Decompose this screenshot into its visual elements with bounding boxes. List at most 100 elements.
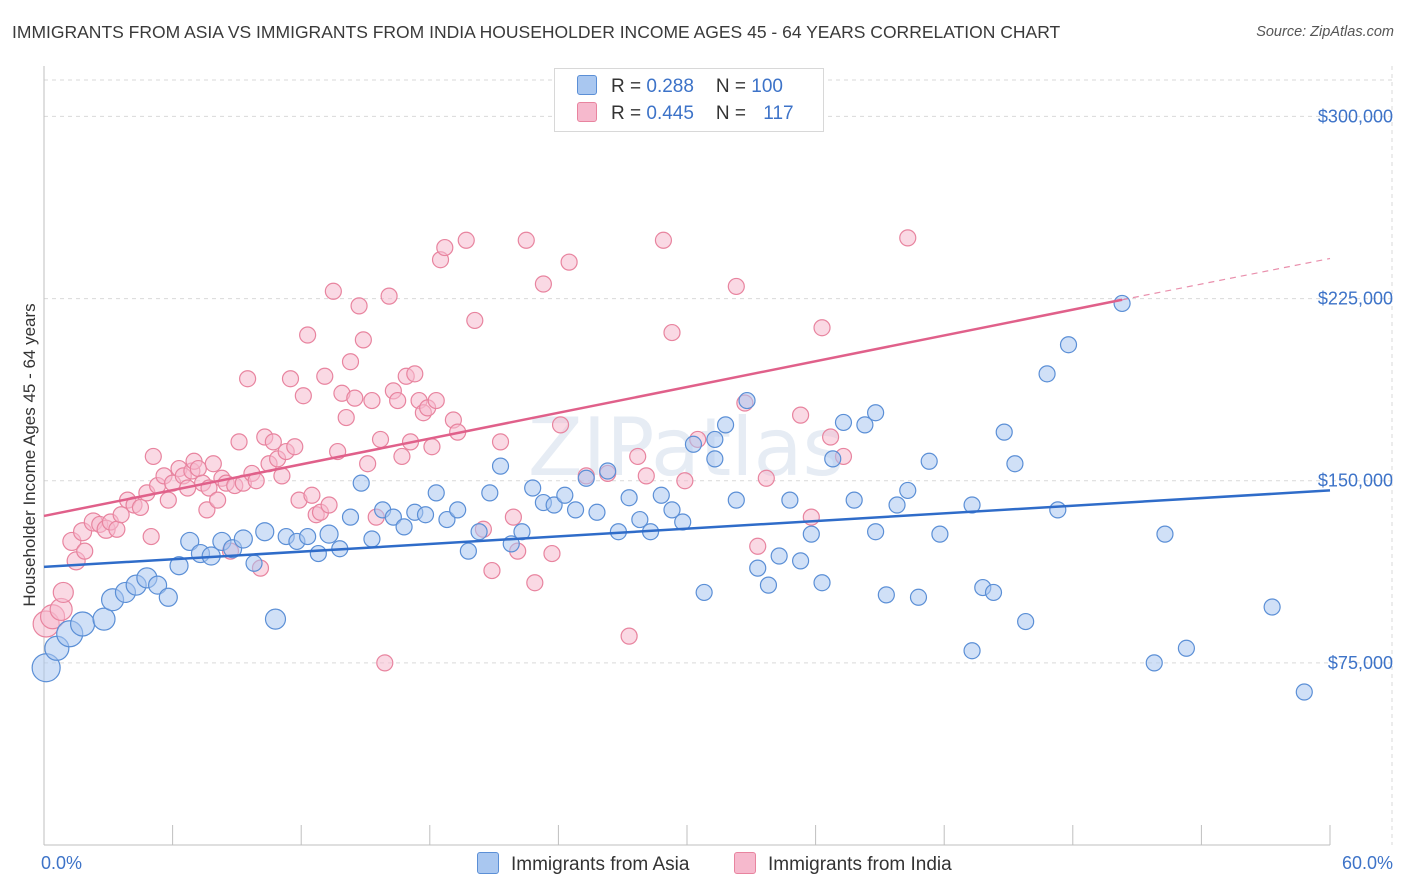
- y-tick-label-2: $225,000: [1318, 289, 1393, 309]
- asia-point-25: [319, 524, 339, 544]
- india-point-117: [899, 229, 917, 247]
- india-point-112: [757, 469, 775, 487]
- asia-point-92: [1113, 294, 1131, 313]
- india-point-85: [427, 391, 445, 410]
- asia-point-100: [706, 450, 724, 468]
- india-point-18: [142, 527, 160, 546]
- india-point-67: [350, 297, 368, 315]
- asia-point-67: [770, 547, 788, 565]
- asia-point-82: [931, 525, 949, 543]
- india-point-16: [131, 498, 150, 517]
- asia-point-88: [1017, 612, 1035, 631]
- asia-point-54: [631, 510, 649, 529]
- asia-point-63: [727, 491, 745, 509]
- india-point-111: [749, 537, 767, 555]
- asia-point-83: [963, 642, 981, 660]
- asia-point-23: [299, 527, 317, 546]
- asia-point-44: [524, 479, 542, 497]
- asia-point-59: [684, 435, 703, 453]
- grid-lines: [44, 66, 1393, 845]
- asia-point-86: [995, 423, 1013, 441]
- x-tick-labels: 0.0% 60.0%: [41, 853, 1393, 873]
- india-point-104: [629, 447, 647, 466]
- bottom-legend-asia: Immigrants from Asia: [477, 852, 689, 876]
- asia-point-39: [470, 523, 488, 541]
- asia-point-70: [802, 525, 820, 543]
- india-point-65: [341, 353, 360, 371]
- asia-point-38: [459, 542, 477, 560]
- india-point-34: [209, 491, 227, 509]
- india-point-77: [393, 447, 411, 466]
- india-point-115: [822, 428, 840, 446]
- trend-line-asia: [43, 489, 1331, 569]
- india-point-73: [376, 654, 394, 672]
- india-point-109: [727, 277, 745, 296]
- india-point-13: [112, 506, 130, 524]
- asia-point-96: [1263, 598, 1281, 616]
- india-point-94: [491, 433, 510, 451]
- asia-point-77: [877, 586, 895, 604]
- asia-point-76: [867, 404, 885, 422]
- india-point-98: [534, 275, 552, 293]
- india-point-52: [286, 438, 304, 456]
- asia-point-89: [1038, 365, 1056, 383]
- asia-point-99: [867, 523, 885, 541]
- trend-line-india-extension: [1121, 257, 1331, 301]
- india-point-72: [371, 430, 390, 449]
- india-point-39: [230, 433, 248, 451]
- asia-point-46: [545, 496, 563, 514]
- x-tick-label-max: 60.0%: [1342, 853, 1393, 873]
- asia-point-35: [427, 484, 445, 502]
- bottom-legend-swatch-asia: [477, 852, 499, 874]
- asia-point-78: [888, 496, 906, 514]
- asia-point-47: [556, 486, 574, 504]
- india-point-3: [52, 581, 74, 604]
- asia-point-73: [834, 413, 853, 432]
- india-point-120: [504, 508, 522, 526]
- trend-line-india: [43, 298, 1123, 518]
- asia-point-36: [438, 510, 456, 529]
- asia-point-57: [663, 501, 681, 519]
- india-point-12: [108, 520, 126, 538]
- y-tick-label-0: $75,000: [1328, 653, 1393, 673]
- asia-point-34: [416, 506, 435, 524]
- asia-point-50: [588, 503, 606, 521]
- legend-swatch-asia: [577, 75, 597, 95]
- india-point-19: [144, 447, 162, 466]
- india-point-68: [354, 331, 372, 349]
- asia-point-91: [1059, 336, 1078, 354]
- india-point-119: [637, 467, 655, 485]
- india-point-41: [239, 370, 257, 388]
- asia-point-74: [845, 491, 863, 509]
- asia-point-87: [1006, 455, 1024, 473]
- india-point-69: [359, 455, 377, 473]
- asia-point-80: [909, 588, 928, 606]
- india-point-31: [198, 501, 216, 519]
- asia-point-48: [566, 501, 585, 519]
- axes: [43, 66, 1331, 846]
- asia-point-93: [1145, 654, 1163, 672]
- y-tick-labels: $75,000 $150,000 $225,000 $300,000: [1318, 106, 1393, 672]
- legend-swatch-india: [577, 102, 597, 122]
- legend-asia-n-label: N =: [715, 76, 752, 97]
- asia-point-56: [652, 486, 670, 504]
- india-point-29: [189, 459, 207, 478]
- asia-point-10: [158, 587, 178, 607]
- legend-asia-r-label: R =: [611, 76, 647, 97]
- india-point-54: [294, 387, 312, 405]
- y-axis-label: Householder Income Ages 45 - 64 years: [20, 303, 39, 606]
- asia-point-29: [363, 530, 381, 548]
- asia-point-79: [899, 481, 917, 500]
- india-point-113: [791, 406, 810, 424]
- asia-point-24: [309, 544, 327, 563]
- india-point-70: [363, 391, 381, 410]
- asia-point-28: [352, 474, 370, 492]
- legend-india-n-value: 117: [763, 103, 794, 124]
- stats-legend: R = 0.288 N = 100 R = 0.445 N = 117: [554, 68, 824, 132]
- asia-point-68: [781, 491, 799, 509]
- x-tick-label-min: 0.0%: [41, 853, 82, 873]
- asia-point-66: [759, 576, 778, 594]
- india-point-7: [76, 542, 94, 560]
- india-point-99: [543, 544, 561, 563]
